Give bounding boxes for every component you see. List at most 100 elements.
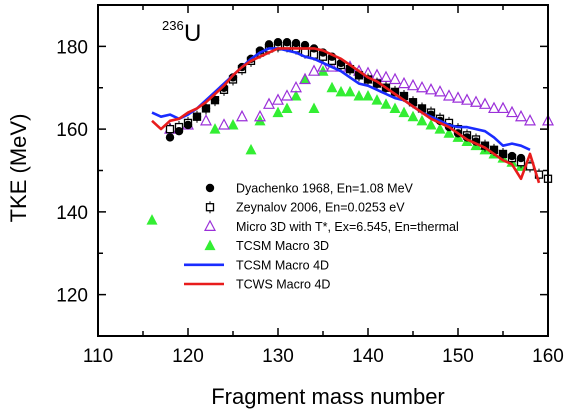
legend-entry: TCSM Macro 3D: [204, 239, 329, 253]
data-point: [470, 95, 482, 107]
legend-label: TCSM Macro 3D: [236, 239, 329, 253]
data-point: [425, 83, 437, 95]
data-point: [380, 70, 392, 83]
square-marker: [205, 203, 215, 212]
y-axis-title: TKE (MeV): [6, 114, 31, 223]
data-point: [398, 106, 410, 118]
plot-area: [146, 38, 554, 225]
data-point: [227, 118, 239, 130]
isotope-element: U: [184, 20, 201, 47]
legend-label: TCSM Macro 4D: [236, 258, 329, 272]
legend-swatch: [205, 201, 215, 214]
data-point: [165, 123, 175, 136]
legend: Dyachenko 1968, En=1.08 MeV Zeynalov 2006…: [184, 182, 459, 292]
data-point: [245, 143, 257, 155]
isotope-mass: 236: [162, 18, 184, 33]
data-point: [362, 90, 374, 101]
data-point: [434, 123, 446, 134]
data-point: [254, 114, 266, 126]
data-point: [165, 133, 175, 142]
data-point: [317, 65, 329, 76]
series-line: [151, 47, 541, 184]
square-marker: [165, 124, 175, 134]
data-point: [272, 93, 284, 105]
data-point: [290, 80, 302, 93]
data-point: [398, 76, 410, 89]
data-point: [507, 151, 517, 161]
data-point: [317, 60, 329, 72]
legend-swatch: [204, 219, 216, 231]
data-point: [425, 118, 437, 130]
y-tick-label: 180: [56, 37, 88, 58]
data-point: [291, 38, 301, 48]
data-point: [380, 98, 392, 109]
legend-label: TCWS Macro 4D: [236, 278, 330, 292]
data-point: [281, 89, 293, 101]
data-point: [416, 80, 428, 93]
data-point: [407, 78, 419, 91]
series-3: [146, 65, 527, 225]
data-point: [524, 114, 536, 126]
data-point: [389, 102, 401, 113]
x-tick-label: 160: [532, 346, 564, 367]
data-point: [353, 90, 365, 101]
legend-entry: Dyachenko 1968, En=1.08 MeV: [205, 182, 414, 196]
legend-entry: TCWS Macro 4D: [184, 278, 330, 292]
data-point: [272, 106, 284, 118]
x-tick-label: 120: [172, 346, 204, 367]
axes: 110 120 130 140 150 160 120 140 160 180: [56, 4, 564, 367]
isotope-annotation: 236 U: [162, 18, 201, 47]
data-point: [264, 40, 274, 49]
data-point: [452, 91, 464, 103]
x-tick-label: 150: [442, 346, 474, 367]
series-4: [151, 47, 531, 151]
legend-label: Dyachenko 1968, En=1.08 MeV: [236, 182, 414, 196]
data-point: [308, 102, 320, 113]
legend-entry: TCSM Macro 4D: [184, 258, 329, 272]
y-tick-label: 160: [56, 120, 88, 141]
data-point: [498, 149, 508, 159]
data-point: [299, 72, 311, 85]
data-point: [416, 114, 428, 126]
data-point: [281, 102, 293, 113]
data-point: [174, 126, 184, 136]
series-line: [151, 47, 531, 151]
data-point: [443, 89, 455, 101]
legend-label: Micro 3D with T*, Ex=6.545, En=thermal: [236, 220, 459, 234]
y-tick-label: 120: [56, 286, 88, 307]
data-point: [290, 90, 302, 101]
data-point: [263, 97, 275, 109]
data-point: [479, 97, 491, 109]
data-point: [146, 214, 158, 225]
legend-entry: Zeynalov 2006, En=0.0253 eV: [205, 201, 405, 215]
data-point: [201, 104, 211, 113]
data-point: [461, 93, 473, 105]
data-point: [515, 109, 527, 122]
data-point: [443, 127, 455, 138]
data-point: [299, 73, 311, 84]
data-point: [335, 85, 347, 97]
data-point: [407, 110, 419, 122]
legend-swatch: [204, 239, 216, 251]
data-point: [326, 81, 338, 93]
data-point: [183, 120, 193, 130]
series-0: [165, 38, 526, 163]
data-point: [209, 123, 221, 134]
legend-entry: Micro 3D with T*, Ex=6.545, En=thermal: [204, 219, 459, 234]
data-point: [497, 101, 509, 114]
data-point: [371, 94, 383, 105]
data-point: [210, 95, 220, 105]
data-point: [218, 118, 230, 130]
series-5: [151, 47, 541, 184]
data-point: [344, 85, 356, 97]
data-point: [434, 85, 446, 97]
data-point: [273, 38, 283, 47]
data-point: [282, 38, 292, 47]
x-tick-label: 140: [352, 346, 384, 367]
data-point: [389, 72, 401, 85]
x-axis-title: Fragment mass number: [211, 384, 445, 409]
x-tick-label: 130: [262, 346, 294, 367]
data-point: [192, 112, 202, 121]
data-point: [236, 109, 248, 122]
